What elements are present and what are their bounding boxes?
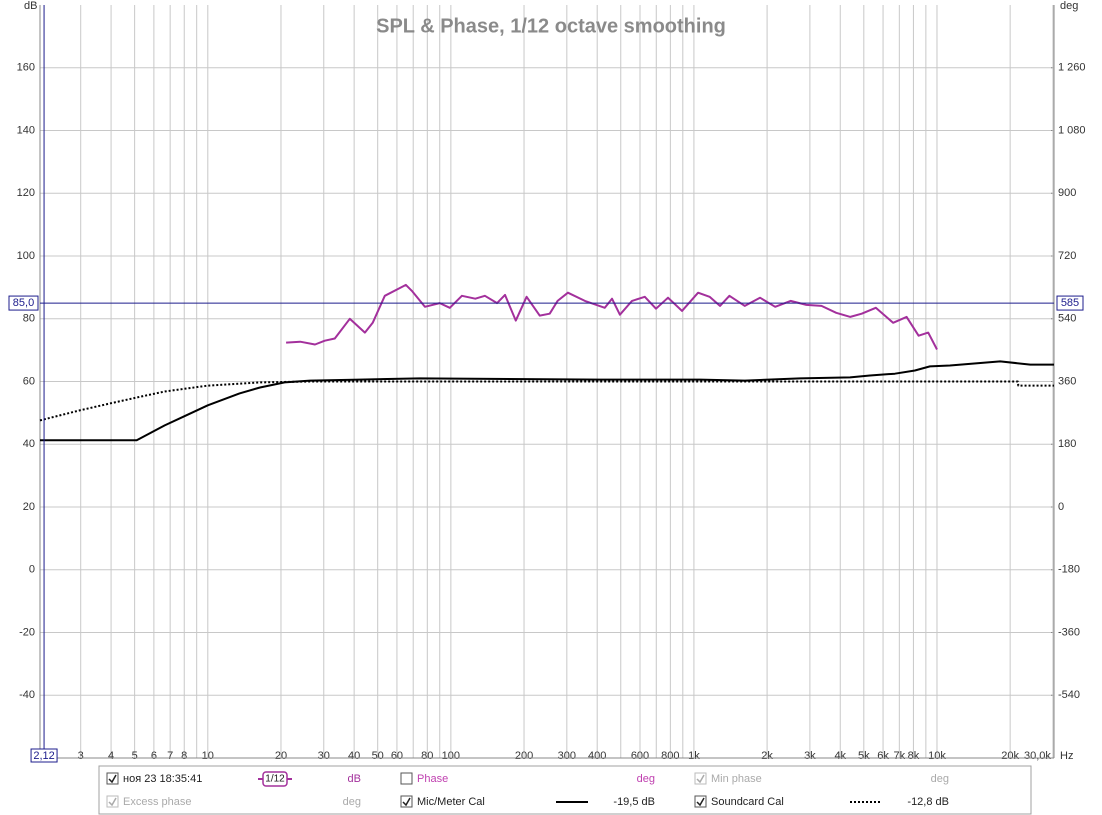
checkbox-tick	[696, 797, 705, 807]
y2-tick-label: 1 080	[1058, 124, 1086, 136]
smoothing-label: 1/12	[265, 774, 285, 785]
x-tick-label: 100	[442, 750, 460, 762]
legend-unit: deg	[343, 796, 361, 808]
x-tick-label: 600	[631, 750, 649, 762]
plot: -40 -20 0 20 40 60 80 100 120 140 160 -540 -360 -180 0…	[8, 5, 1086, 763]
cursor-y-box	[8, 295, 39, 311]
legend: ноя 23 18:35:41 1/12 dB Phase deg Min phase de…	[106, 771, 949, 808]
x-tick-label: 20	[275, 750, 287, 762]
legend-name: Min phase	[711, 773, 762, 785]
checkbox-tick	[696, 774, 705, 784]
x-tick-label: 300	[558, 750, 576, 762]
x-tick-label: 1k	[688, 750, 700, 762]
checkbox-tick	[108, 797, 117, 807]
legend-name: ноя 23 18:35:41	[123, 773, 202, 785]
checkbox[interactable]	[694, 795, 707, 808]
x-tick-label: 3k	[804, 750, 816, 762]
y-tick-label: 160	[17, 62, 35, 74]
y2-tick-label: 1 260	[1058, 62, 1086, 74]
x-tick-label: 7k	[894, 750, 906, 762]
checkbox[interactable]	[400, 795, 413, 808]
smoothing-box	[262, 771, 288, 787]
cursor-y-label: 85,0	[13, 297, 34, 309]
checkbox[interactable]	[106, 795, 119, 808]
x-tick-label: 400	[588, 750, 606, 762]
checkbox-tick	[108, 774, 117, 784]
x-axis-unit: Hz	[1060, 750, 1073, 762]
x-tick-label: 60	[391, 750, 403, 762]
checkbox[interactable]	[106, 772, 119, 785]
y-tick-label: -40	[19, 689, 35, 701]
y2-tick-label: 900	[1058, 187, 1076, 199]
checkbox[interactable]	[400, 772, 413, 785]
x-tick-label: 5	[132, 750, 138, 762]
x-tick-label: 2k	[761, 750, 773, 762]
cursor-x-label: 2,12	[33, 750, 54, 762]
y-tick-label: 0	[29, 564, 35, 576]
y-tick-label: 140	[17, 124, 35, 136]
x-tick-label: 8	[181, 750, 187, 762]
x-tick-label: 4	[108, 750, 114, 762]
x-tick-label: 5k	[858, 750, 870, 762]
x-tick-label: 40	[348, 750, 360, 762]
x-tick-label: 200	[515, 750, 533, 762]
chart-title: SPL & Phase, 1/12 octave smoothing	[376, 15, 726, 37]
legend-name: Soundcard Cal	[711, 796, 784, 808]
y2-tick-label: -180	[1058, 564, 1080, 576]
legend-unit: deg	[637, 773, 655, 785]
cursor-y2-label: 585	[1061, 297, 1079, 309]
x-tick-label: 30	[318, 750, 330, 762]
x-tick-label: 800	[661, 750, 679, 762]
y-axis-unit: dB	[24, 0, 37, 12]
x-tick-label: 50	[372, 750, 384, 762]
x-tick-label: 10	[202, 750, 214, 762]
legend-offset: -12,8 dB	[907, 796, 949, 808]
y-tick-label: 20	[23, 501, 35, 513]
legend-name: Phase	[417, 773, 448, 785]
series-line	[39, 380, 1054, 422]
legend-unit: deg	[931, 773, 949, 785]
y2-tick-label: 540	[1058, 313, 1076, 325]
legend-unit: dB	[348, 773, 361, 785]
x-tick-label: 3	[78, 750, 84, 762]
y-tick-label: 40	[23, 438, 35, 450]
series-line	[286, 283, 938, 350]
x-tick-label: 10k	[928, 750, 946, 762]
y2-tick-label: 720	[1058, 250, 1076, 262]
legend-panel	[98, 765, 1032, 815]
y2-tick-label: 180	[1058, 438, 1076, 450]
y2-tick-label: 360	[1058, 375, 1076, 387]
checkbox-tick	[402, 797, 411, 807]
cursor-y2-box	[1056, 295, 1084, 311]
x-tick-label: 30,0k	[1024, 750, 1051, 762]
legend-name: Excess phase	[123, 796, 191, 808]
y-tick-label: 60	[23, 375, 35, 387]
y2-tick-label: -540	[1058, 689, 1080, 701]
legend-name: Mic/Meter Cal	[417, 796, 485, 808]
x-tick-label: 80	[421, 750, 433, 762]
checkbox[interactable]	[694, 772, 707, 785]
y-tick-label: 80	[23, 313, 35, 325]
x-tick-label: 4k	[834, 750, 846, 762]
x-tick-label: 6	[151, 750, 157, 762]
y-tick-label: -20	[19, 626, 35, 638]
x-tick-label: 20k	[1001, 750, 1019, 762]
series-line	[40, 360, 1054, 442]
x-tick-label: 6k	[877, 750, 889, 762]
y-tick-label: 100	[17, 250, 35, 262]
x-tick-label: 8k	[908, 750, 920, 762]
legend-offset: -19,5 dB	[613, 796, 655, 808]
y-tick-label: 120	[17, 187, 35, 199]
x-tick-label: 7	[167, 750, 173, 762]
y2-tick-label: -360	[1058, 626, 1080, 638]
y2-tick-label: 0	[1058, 501, 1064, 513]
y2-axis-unit: deg	[1060, 0, 1078, 12]
cursor-x-box	[30, 748, 58, 763]
